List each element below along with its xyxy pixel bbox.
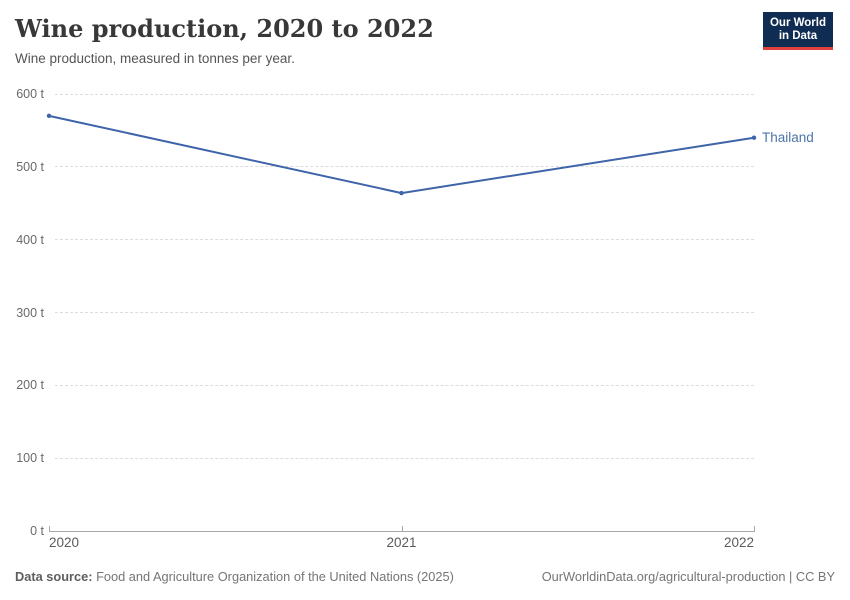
x-tick-label: 2021 [386, 535, 417, 550]
x-axis-tick [754, 526, 755, 532]
data-source: Data source: Food and Agriculture Organi… [15, 569, 454, 584]
gridline [55, 384, 754, 386]
y-tick-label: 300 t [16, 305, 44, 320]
gridline [55, 312, 754, 313]
chart-footer: Data source: Food and Agriculture Organi… [15, 569, 835, 584]
y-tick-label: 600 t [16, 87, 44, 101]
series-line [48, 114, 755, 195]
x-axis-tick [401, 526, 403, 532]
data-point[interactable] [399, 190, 404, 196]
data-source-text: Food and Agriculture Organization of the… [92, 569, 454, 584]
gridline [55, 239, 754, 241]
data-point[interactable] [751, 135, 757, 140]
gridline [55, 166, 754, 168]
y-tick-label: 200 t [16, 378, 44, 393]
owid-logo-line2: in Data [778, 30, 818, 42]
y-tick-label: 0 t [30, 524, 44, 538]
y-tick-label: 100 t [16, 451, 44, 466]
chart-subtitle: Wine production, measured in tonnes per … [15, 51, 295, 66]
data-source-label: Data source: [15, 569, 93, 584]
y-tick-label: 500 t [16, 159, 44, 174]
gridline [55, 93, 754, 95]
y-tick-label: 400 t [16, 232, 44, 247]
chart-title: Wine production, 2020 to 2022 [15, 14, 434, 43]
credit-link[interactable]: OurWorldinData.org/agricultural-producti… [541, 569, 835, 584]
owid-logo-line1: Our World [769, 17, 826, 29]
x-tick-label: 2022 [723, 535, 754, 550]
gridline [55, 457, 754, 459]
x-tick-label: 2020 [49, 535, 80, 550]
owid-logo[interactable]: Our World in Data [762, 12, 833, 50]
series-label-thailand[interactable]: Thailand [762, 129, 814, 145]
data-point[interactable] [46, 113, 52, 119]
x-axis-tick [49, 526, 50, 532]
